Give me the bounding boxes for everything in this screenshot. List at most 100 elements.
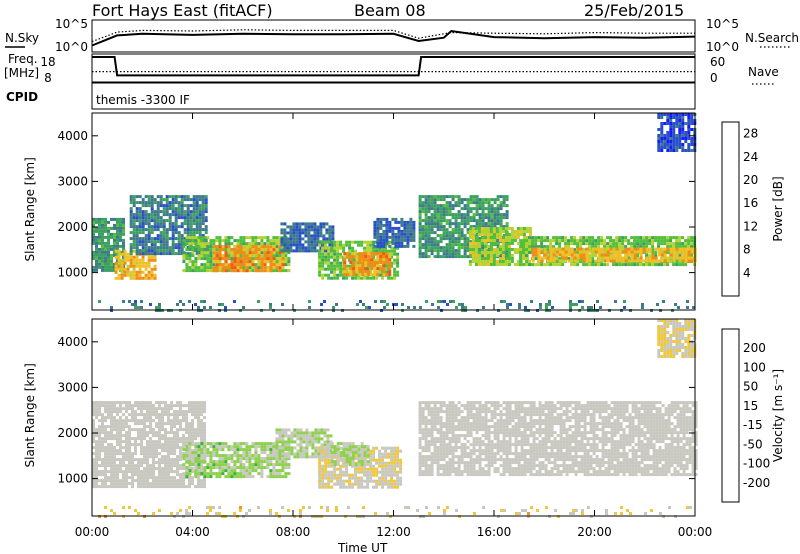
power-cell (269, 263, 273, 267)
power-cell (406, 223, 410, 227)
power-cell (388, 244, 392, 248)
power-cell (454, 219, 458, 223)
power-cell (197, 248, 201, 252)
velocity-cell (170, 464, 173, 468)
power-cell (433, 216, 437, 220)
power-cell (678, 113, 682, 116)
power-cell (669, 137, 673, 140)
velocity-cell (104, 416, 107, 420)
power-cell (186, 216, 190, 220)
power-cell (135, 255, 139, 259)
power-cell (156, 216, 160, 220)
power-cell (660, 250, 664, 254)
velocity-cell (110, 476, 113, 480)
noise-series-n-sky (91, 29, 696, 47)
velocity-cell (143, 449, 146, 453)
power-cell (612, 263, 616, 267)
power-cell (636, 254, 640, 258)
power-cell (504, 263, 508, 266)
velocity-cell (110, 443, 113, 447)
power-cell (204, 228, 208, 232)
power-cell (224, 251, 228, 255)
power-cell (615, 250, 619, 254)
power-cell (484, 201, 488, 205)
power-cell (236, 251, 240, 255)
velocity-cell (206, 442, 210, 446)
power-cell (227, 242, 231, 246)
power-cell (278, 254, 282, 258)
velocity-cell (263, 457, 267, 461)
power-cell (597, 239, 601, 243)
velocity-cell (149, 449, 152, 453)
power-cell (672, 143, 676, 146)
power-cell (107, 268, 110, 272)
power-cell (333, 255, 337, 259)
velocity-cell (179, 473, 182, 477)
velocity-cell (173, 449, 176, 453)
power-cell (156, 210, 160, 214)
power-cell (162, 246, 166, 250)
power-cell (501, 257, 505, 260)
power-cell (101, 229, 104, 233)
velocity-cell (167, 422, 170, 426)
power-cell (346, 267, 350, 271)
power-cell (245, 236, 249, 240)
velocity-cell (95, 413, 98, 417)
power-cell (657, 259, 661, 263)
power-cell (457, 204, 461, 208)
power-cell (281, 303, 284, 306)
power-cell (502, 216, 506, 220)
power-cell (615, 242, 619, 246)
power-cell (200, 263, 204, 267)
power-cell (330, 252, 334, 256)
velocity-cell (233, 472, 237, 476)
power-cell (427, 210, 431, 214)
velocity-cell (275, 446, 279, 450)
velocity-cell (158, 482, 161, 486)
power-cell (215, 266, 219, 270)
power-cell (666, 263, 670, 267)
power-cell (675, 143, 679, 146)
velocity-cell (215, 454, 219, 458)
power-cell (493, 216, 497, 220)
power-cell (681, 250, 685, 254)
power-echo-region (343, 252, 392, 277)
power-cell (681, 134, 685, 137)
power-cell (448, 240, 452, 244)
power-cell (669, 140, 673, 143)
power-cell (388, 226, 392, 230)
power-cell (519, 260, 523, 264)
power-cell (379, 232, 383, 236)
power-cell (153, 222, 157, 226)
velocity-cell (140, 431, 143, 435)
velocity-cell (275, 469, 279, 473)
power-cell (141, 222, 145, 226)
power-cell (129, 231, 133, 235)
power-cell (101, 244, 104, 248)
power-cell (301, 246, 305, 250)
power-cell (126, 255, 130, 259)
power-cell (192, 198, 196, 202)
power-cell (483, 242, 487, 245)
power-cell (298, 240, 302, 244)
power-cell (206, 269, 210, 273)
power-cell (372, 246, 376, 250)
power-cell (278, 236, 282, 240)
power-cell (204, 204, 208, 208)
velocity-cell (170, 452, 173, 456)
velocity-cell (278, 472, 282, 476)
power-cell (257, 300, 260, 303)
power-cell (200, 269, 204, 273)
power-cell (379, 244, 383, 248)
power-cell (666, 245, 670, 249)
power-cell (352, 264, 356, 268)
velocity-cell (113, 416, 116, 420)
power-cell (684, 131, 688, 134)
velocity-cell (155, 479, 158, 483)
power-cell (433, 243, 437, 247)
noise-left-tick-bottom: 10^0 (55, 40, 88, 54)
power-cell (639, 242, 643, 246)
velocity-cell (137, 473, 140, 477)
velocity-cell (197, 466, 201, 470)
power-cell (360, 240, 364, 244)
